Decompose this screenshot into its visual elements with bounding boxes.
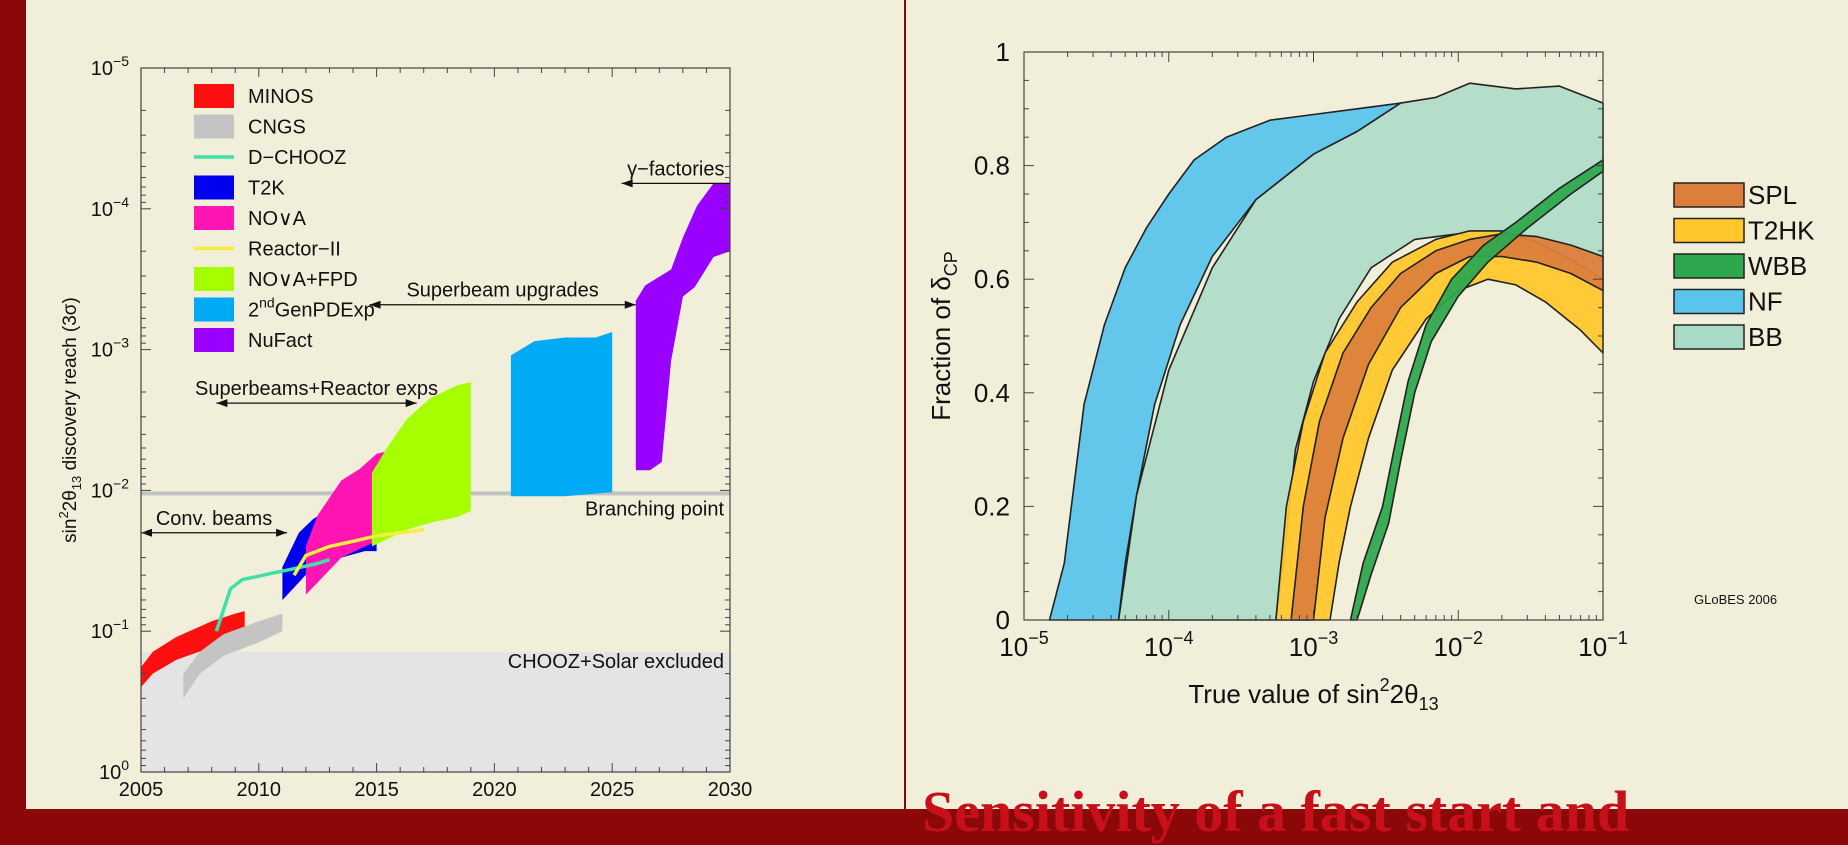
y-tick-label: 10−2 bbox=[91, 475, 129, 502]
t2hk-legend-label: T2HK bbox=[1748, 216, 1815, 246]
arrowhead bbox=[369, 300, 381, 309]
globes-watermark: GLoBES 2006 bbox=[1694, 592, 1777, 607]
y-tick-label: 10−3 bbox=[91, 335, 129, 362]
x-tick-label: 2030 bbox=[708, 779, 753, 801]
no-a-fpd-legend-label: NO∨A+FPD bbox=[248, 269, 358, 291]
nufact-legend-label: NuFact bbox=[248, 330, 313, 352]
t2hk-legend-swatch bbox=[1673, 217, 1745, 244]
bb-legend-swatch bbox=[1673, 324, 1745, 350]
wbb-legend-label: WBB bbox=[1748, 251, 1807, 281]
2ndgenpdexp-band bbox=[510, 332, 613, 497]
x-tick-label: 2025 bbox=[590, 779, 635, 801]
no-a-legend-swatch bbox=[194, 206, 234, 230]
x-axis-label: True value of sin22θ13 bbox=[1188, 675, 1438, 714]
nf-legend-swatch bbox=[1673, 288, 1745, 315]
cngs-band bbox=[183, 613, 283, 699]
no-a-legend-label: NO∨A bbox=[248, 208, 307, 230]
arrowhead bbox=[405, 399, 417, 408]
y-tick-label: 0.8 bbox=[974, 151, 1010, 181]
y-axis-label: sin22θ13 discovery reach (3σ) bbox=[56, 297, 84, 543]
y-tick-label: 100 bbox=[99, 757, 129, 784]
2ndgenpdexp-legend-label: 2ndGenPDExp bbox=[248, 295, 375, 322]
2ndgenpdexp-legend-swatch bbox=[194, 297, 234, 322]
x-tick-label: 10−4 bbox=[1144, 628, 1193, 662]
cp-fraction-chart: 10−5 10−4 10−3 10−2 10−1 0 0.2 0.4 0.6 0.8 1 True v… bbox=[926, 37, 1815, 714]
x-tick-label: 10−5 bbox=[999, 628, 1048, 662]
y-axis-label: Fraction of δCP bbox=[926, 251, 961, 421]
reactor-ii-line bbox=[292, 527, 424, 577]
wbb-legend-swatch bbox=[1673, 253, 1745, 279]
x-tick-label: 10−1 bbox=[1578, 628, 1627, 662]
discovery-reach-chart: CHOOZ+Solar excluded Branching point Conv… bbox=[56, 53, 753, 801]
d-chooz-line bbox=[214, 557, 331, 632]
t2k-legend-label: T2K bbox=[248, 178, 285, 200]
chooz-solar-excluded-label: CHOOZ+Solar excluded bbox=[508, 651, 724, 673]
nufact-band bbox=[635, 183, 730, 471]
branching-point-label: Branching point bbox=[585, 498, 724, 520]
y-tick-label: 10−1 bbox=[91, 616, 129, 643]
plot-frame bbox=[140, 67, 731, 773]
left-chart-panel: CHOOZ+Solar excluded Branching point Conv… bbox=[26, 0, 904, 809]
t2k-legend-swatch bbox=[194, 175, 234, 200]
slide-caption: Sensitivity of a fast start and bbox=[922, 779, 1630, 844]
chooz-solar-excluded-region bbox=[141, 651, 730, 772]
y-tick-label: 1 bbox=[996, 37, 1010, 67]
spl-legend-swatch bbox=[1673, 182, 1745, 208]
y-tick-label: 0.4 bbox=[974, 378, 1010, 408]
minos-legend-swatch bbox=[194, 84, 234, 108]
arrowhead bbox=[276, 528, 288, 537]
right-chart-panel: 10−5 10−4 10−3 10−2 10−1 0 0.2 0.4 0.6 0.8 1 True v… bbox=[906, 0, 1848, 809]
y-tick-label: 0 bbox=[996, 605, 1010, 635]
spl-legend-label: SPL bbox=[1748, 180, 1797, 210]
reactor-ii-legend-label: Reactor−II bbox=[248, 239, 341, 261]
no-a-fpd-band bbox=[371, 382, 471, 547]
x-tick-label: 2005 bbox=[119, 779, 164, 801]
y-tick-label: 10−4 bbox=[91, 194, 129, 221]
no-a-fpd-legend-swatch bbox=[194, 267, 234, 291]
y-tick-label: 10−5 bbox=[91, 53, 129, 80]
bb-legend-label: BB bbox=[1748, 322, 1783, 352]
nufact-legend-swatch bbox=[194, 328, 234, 352]
x-tick-label: 2020 bbox=[472, 779, 517, 801]
arrowhead bbox=[624, 300, 636, 309]
d-chooz-legend-label: D−CHOOZ bbox=[248, 147, 346, 169]
cngs-legend-label: CNGS bbox=[248, 117, 306, 139]
arrowhead bbox=[141, 528, 152, 537]
cngs-legend-swatch bbox=[194, 114, 234, 139]
arrowhead bbox=[621, 179, 633, 188]
x-tick-label: 10−2 bbox=[1434, 628, 1483, 662]
superbeams-reactor-exps-label: Superbeams+Reactor exps bbox=[195, 378, 438, 400]
minos-band bbox=[141, 611, 245, 688]
x-tick-label: 2010 bbox=[237, 779, 282, 801]
arrowhead bbox=[216, 399, 228, 408]
nf-legend-label: NF bbox=[1748, 287, 1783, 317]
y-tick-label: 0.2 bbox=[974, 491, 1010, 521]
slide: CHOOZ+Solar excluded Branching point Conv… bbox=[26, 0, 1848, 844]
superbeam-upgrades-label: Superbeam upgrades bbox=[406, 280, 598, 302]
conv-beams-label: Conv. beams bbox=[156, 508, 272, 530]
y-tick-label: 0.6 bbox=[974, 264, 1010, 294]
x-tick-label: 10−3 bbox=[1289, 628, 1338, 662]
factories-label: γ−factories bbox=[627, 158, 724, 180]
x-tick-label: 2015 bbox=[354, 779, 399, 801]
minos-legend-label: MINOS bbox=[248, 86, 314, 108]
